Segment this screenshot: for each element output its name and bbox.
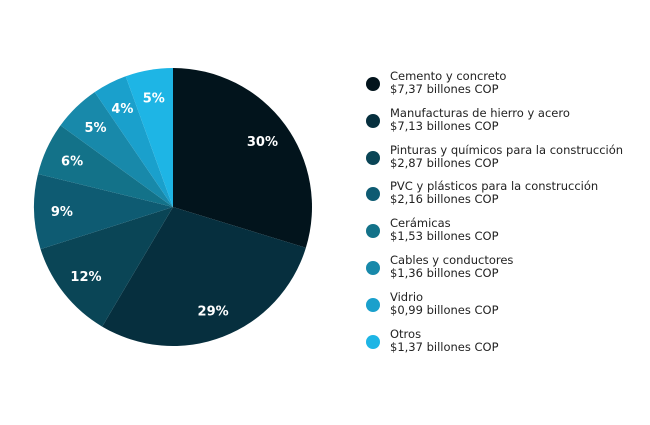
legend-item: Manufacturas de hierro y acero $7,13 bill… bbox=[366, 105, 623, 144]
legend-value: $2,87 billones COP bbox=[390, 155, 499, 170]
slice-percent-label: 29% bbox=[198, 305, 229, 320]
legend-swatch bbox=[366, 77, 380, 91]
legend-item: Cemento y concreto $7,37 billones COP bbox=[366, 70, 623, 107]
slice-percent-label: 30% bbox=[247, 135, 278, 150]
legend-swatch bbox=[366, 260, 380, 275]
legend-swatch bbox=[366, 187, 380, 202]
legend-swatch bbox=[366, 334, 380, 349]
legend-name: Vidrio bbox=[390, 289, 424, 304]
legend-name: Cemento y concreto bbox=[390, 69, 507, 83]
pie-slice bbox=[94, 76, 173, 207]
legend-value: $0,99 billones COP bbox=[390, 302, 499, 317]
legend-swatch bbox=[366, 150, 380, 165]
pie-chart: 30% 29% 12% 9% 6% 5% 4% 5% bbox=[33, 68, 312, 347]
slice-percent-label: 12% bbox=[70, 270, 101, 285]
slice-percent-label: 4% bbox=[111, 102, 133, 117]
slice-percent-label: 5% bbox=[84, 121, 106, 136]
pie-slice bbox=[102, 207, 306, 347]
slice-percent-label: 6% bbox=[61, 154, 83, 169]
pie-slice bbox=[173, 68, 312, 248]
legend-value: $1,36 billones COP bbox=[390, 265, 499, 280]
legend-name: Pinturas y químicos para la construcción bbox=[390, 142, 624, 157]
legend-item: Vidrio $0,99 billones COP bbox=[366, 289, 623, 328]
legend-item: Cerámicas $1,53 billones COP bbox=[366, 217, 623, 254]
pie-slice bbox=[40, 207, 173, 327]
pie-slice bbox=[60, 92, 173, 207]
legend-name: Manufacturas de hierro y acero bbox=[390, 105, 570, 120]
pie-slice bbox=[125, 68, 173, 207]
legend-name: Cables y conductores bbox=[390, 252, 514, 267]
legend-item: Otros $1,37 billones COP bbox=[366, 326, 623, 365]
legend: Cemento y concreto $7,37 billones COP Manu… bbox=[366, 70, 623, 364]
legend-swatch bbox=[366, 297, 380, 312]
legend-value: $1,53 billones COP bbox=[390, 229, 499, 244]
legend-value: $7,13 billones COP bbox=[390, 118, 499, 133]
pie-slice bbox=[33, 174, 173, 250]
legend-swatch bbox=[366, 224, 380, 239]
legend-name: PVC y plásticos para la construcción bbox=[390, 179, 599, 194]
slice-percent-label: 9% bbox=[51, 205, 73, 220]
legend-name: Cerámicas bbox=[390, 216, 451, 231]
legend-item: Pinturas y químicos para la construcción… bbox=[366, 142, 624, 181]
legend-value: $7,37 billones COP bbox=[390, 82, 499, 96]
legend-swatch bbox=[366, 113, 380, 128]
pie-slice bbox=[37, 125, 173, 207]
legend-value: $2,16 billones COP bbox=[390, 192, 499, 207]
slice-percent-label: 5% bbox=[143, 91, 165, 106]
legend-item: Cables y conductores $1,36 billones COP bbox=[366, 252, 623, 291]
legend-name: Otros bbox=[390, 326, 422, 341]
legend-value: $1,37 billones COP bbox=[390, 339, 499, 354]
legend-item: PVC y plásticos para la construcción $2,1… bbox=[366, 180, 623, 217]
